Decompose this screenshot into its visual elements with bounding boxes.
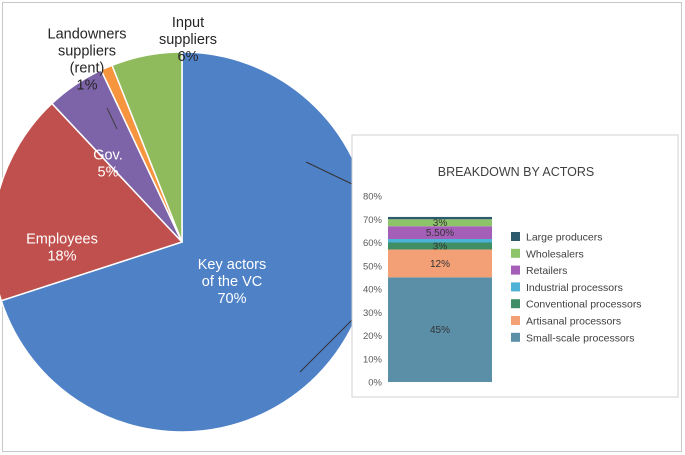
legend-swatch-wholesalers [511,249,520,258]
y-tick-label: 0% [368,378,382,389]
legend-swatch-small-scale-processors [511,333,520,342]
legend-label-large-producers: Large producers [526,232,602,244]
bar-value-label-wholesalers: 3% [433,218,448,229]
legend-label-wholesalers: Wholesalers [526,248,584,260]
breakdown-title: BREAKDOWN BY ACTORS [438,165,595,179]
legend-label-conventional-processors: Conventional processors [526,299,642,311]
pie-chart: Key actors of the VC 70%Employees 18%Gov. 5%… [0,15,372,432]
y-tick-label: 60% [363,238,383,249]
legend-swatch-retailers [511,266,520,275]
bar-value-label-small-scale-processors: 45% [430,325,450,336]
y-tick-label: 50% [363,261,383,272]
y-tick-label: 10% [363,354,383,365]
y-tick-label: 70% [363,215,383,226]
y-tick-label: 30% [363,308,383,319]
y-tick-label: 40% [363,285,383,296]
legend-swatch-large-producers [511,232,520,241]
legend-swatch-conventional-processors [511,299,520,308]
bar-value-label-artisanal-processors: 12% [430,259,450,270]
bar-segment-industrial-processors [388,239,492,242]
y-tick-label: 20% [363,331,383,342]
legend-label-small-scale-processors: Small-scale processors [526,332,635,344]
legend-label-retailers: Retailers [526,265,567,277]
legend-swatch-artisanal-processors [511,316,520,325]
bar-value-label-retailers: 5.50% [426,228,454,239]
bar-segment-large-producers [388,217,492,219]
y-tick-label: 80% [363,192,383,203]
legend-swatch-industrial-processors [511,282,520,291]
legend-label-artisanal-processors: Artisanal processors [526,316,621,328]
pie-label-gov: Gov. 5% [93,148,123,181]
bar-value-label-conventional-processors: 3% [433,241,448,252]
legend-label-industrial-processors: Industrial processors [526,282,623,294]
